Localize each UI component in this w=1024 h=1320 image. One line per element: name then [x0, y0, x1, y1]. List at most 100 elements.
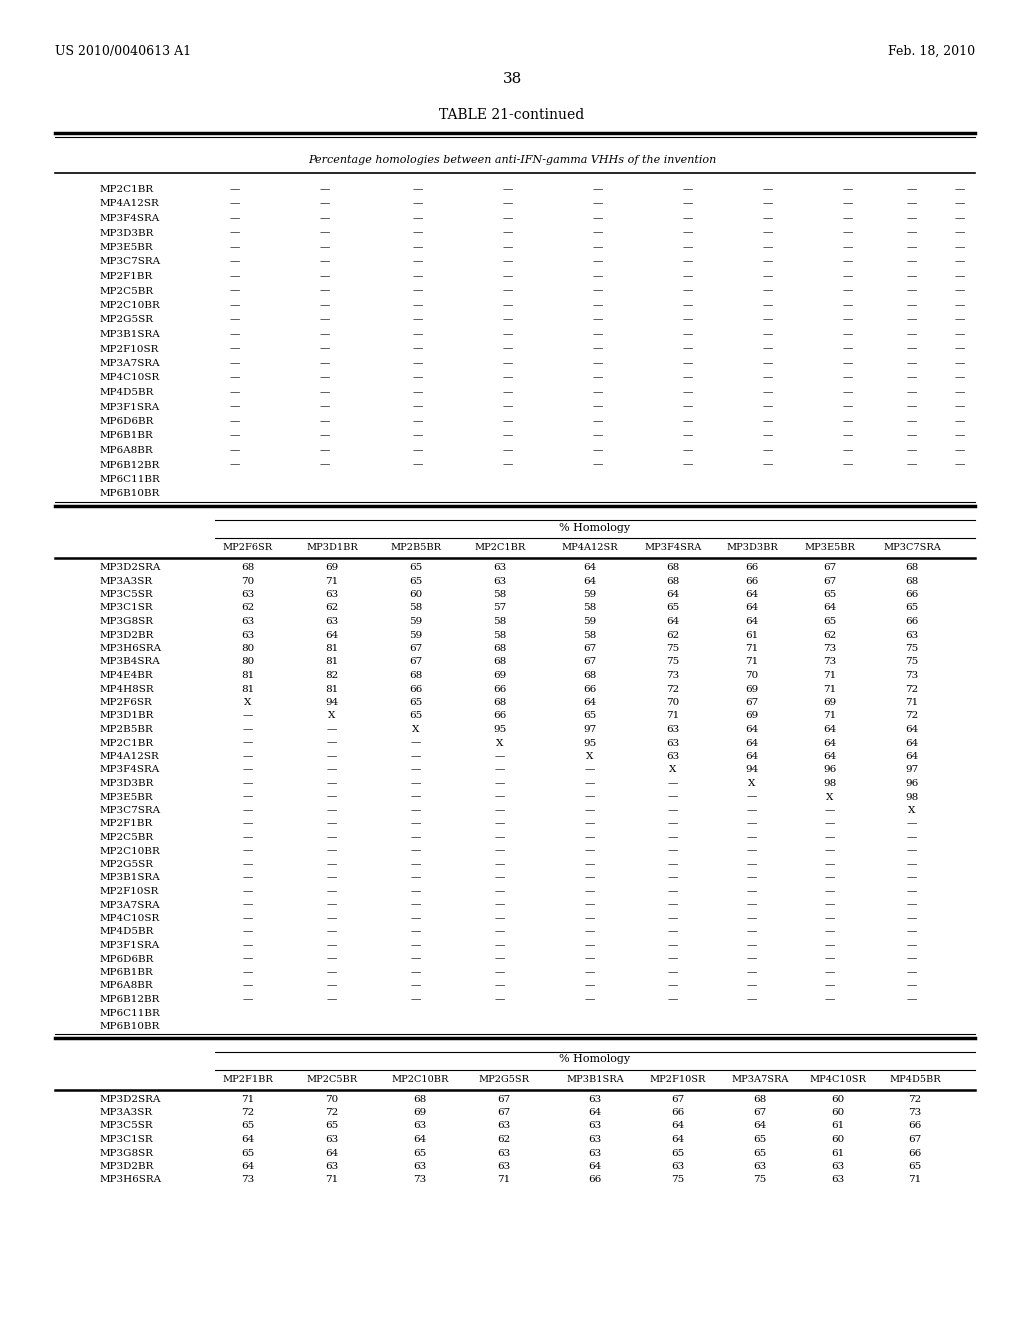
Text: MP2F6SR: MP2F6SR: [100, 698, 153, 708]
Text: 69: 69: [745, 711, 759, 721]
Text: —: —: [243, 779, 253, 788]
Text: —: —: [413, 272, 423, 281]
Text: 64: 64: [823, 752, 837, 762]
Text: —: —: [843, 199, 853, 209]
Text: —: —: [503, 461, 513, 470]
Text: 96: 96: [905, 779, 919, 788]
Text: MP2C1BR: MP2C1BR: [100, 185, 155, 194]
Text: —: —: [907, 887, 918, 896]
Text: —: —: [668, 913, 678, 923]
Text: —: —: [243, 820, 253, 829]
Text: —: —: [954, 359, 966, 368]
Text: —: —: [319, 286, 330, 296]
Text: —: —: [746, 995, 757, 1005]
Text: 63: 63: [494, 564, 507, 572]
Text: —: —: [763, 257, 773, 267]
Text: —: —: [668, 874, 678, 883]
Text: —: —: [907, 461, 918, 470]
Text: —: —: [668, 954, 678, 964]
Text: MP2C1BR: MP2C1BR: [100, 738, 155, 747]
Text: —: —: [907, 403, 918, 412]
Text: —: —: [907, 900, 918, 909]
Text: —: —: [746, 982, 757, 990]
Text: —: —: [495, 833, 505, 842]
Text: —: —: [243, 766, 253, 775]
Text: —: —: [593, 243, 603, 252]
Text: —: —: [763, 286, 773, 296]
Text: —: —: [843, 403, 853, 412]
Text: —: —: [319, 272, 330, 281]
Text: MP3C5SR: MP3C5SR: [100, 1122, 154, 1130]
Text: —: —: [327, 928, 337, 936]
Text: 67: 67: [410, 657, 423, 667]
Text: —: —: [683, 286, 693, 296]
Text: MP6B1BR: MP6B1BR: [100, 432, 154, 441]
Text: —: —: [746, 928, 757, 936]
Text: —: —: [411, 820, 421, 829]
Text: —: —: [495, 982, 505, 990]
Text: —: —: [411, 861, 421, 869]
Text: 66: 66: [589, 1176, 602, 1184]
Text: 68: 68: [410, 671, 423, 680]
Text: —: —: [593, 286, 603, 296]
Text: —: —: [585, 941, 595, 950]
Text: —: —: [907, 941, 918, 950]
Text: MP3D2BR: MP3D2BR: [100, 631, 155, 639]
Text: —: —: [843, 243, 853, 252]
Text: —: —: [229, 199, 241, 209]
Text: —: —: [954, 403, 966, 412]
Text: 38: 38: [503, 73, 521, 86]
Text: X: X: [749, 779, 756, 788]
Text: —: —: [413, 446, 423, 455]
Text: MP4E4BR: MP4E4BR: [100, 671, 154, 680]
Text: —: —: [683, 185, 693, 194]
Text: —: —: [824, 941, 836, 950]
Text: —: —: [843, 461, 853, 470]
Text: —: —: [413, 374, 423, 383]
Text: —: —: [327, 833, 337, 842]
Text: —: —: [907, 272, 918, 281]
Text: —: —: [503, 446, 513, 455]
Text: 81: 81: [326, 685, 339, 693]
Text: —: —: [907, 432, 918, 441]
Text: —: —: [824, 820, 836, 829]
Text: MP6A8BR: MP6A8BR: [100, 446, 154, 455]
Text: —: —: [413, 214, 423, 223]
Text: —: —: [243, 711, 253, 721]
Text: 63: 63: [498, 1122, 511, 1130]
Text: 70: 70: [667, 698, 680, 708]
Text: —: —: [683, 199, 693, 209]
Text: —: —: [907, 861, 918, 869]
Text: MP2F10SR: MP2F10SR: [650, 1074, 707, 1084]
Text: —: —: [668, 982, 678, 990]
Text: —: —: [413, 403, 423, 412]
Text: —: —: [763, 330, 773, 339]
Text: —: —: [229, 286, 241, 296]
Text: 60: 60: [410, 590, 423, 599]
Text: —: —: [327, 900, 337, 909]
Text: MP6D6BR: MP6D6BR: [100, 417, 155, 426]
Text: —: —: [763, 272, 773, 281]
Text: —: —: [954, 286, 966, 296]
Text: 65: 65: [414, 1148, 427, 1158]
Text: —: —: [503, 388, 513, 397]
Text: —: —: [824, 861, 836, 869]
Text: —: —: [319, 185, 330, 194]
Text: 65: 65: [242, 1148, 255, 1158]
Text: 81: 81: [326, 644, 339, 653]
Text: MP6B10BR: MP6B10BR: [100, 490, 161, 499]
Text: 69: 69: [823, 698, 837, 708]
Text: —: —: [593, 345, 603, 354]
Text: MP3B1SRA: MP3B1SRA: [100, 330, 161, 339]
Text: —: —: [503, 185, 513, 194]
Text: —: —: [319, 214, 330, 223]
Text: —: —: [907, 968, 918, 977]
Text: —: —: [763, 214, 773, 223]
Text: —: —: [585, 968, 595, 977]
Text: —: —: [593, 374, 603, 383]
Text: 75: 75: [667, 644, 680, 653]
Text: 64: 64: [745, 738, 759, 747]
Text: —: —: [413, 345, 423, 354]
Text: 75: 75: [667, 657, 680, 667]
Text: MP3C1SR: MP3C1SR: [100, 1135, 154, 1144]
